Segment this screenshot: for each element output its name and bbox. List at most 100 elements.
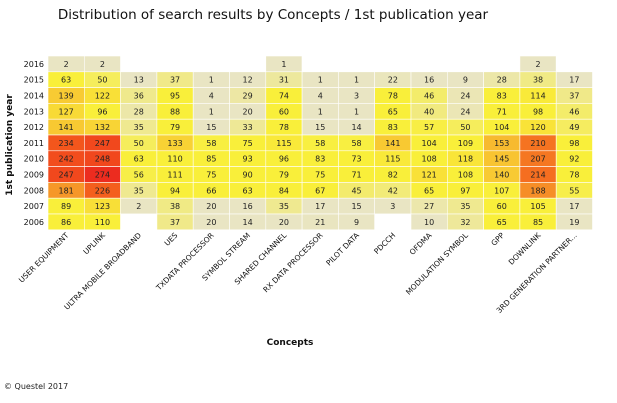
cell-value: 20 — [243, 107, 253, 116]
cell-value: 105 — [530, 202, 545, 211]
cell-value: 16 — [243, 202, 253, 211]
cell-value: 50 — [97, 76, 107, 85]
cell-value: 96 — [279, 155, 289, 164]
cell-value: 127 — [59, 107, 74, 116]
cell-value: 104 — [494, 123, 509, 132]
heatmap-cell — [483, 55, 521, 73]
cell-value: 98 — [533, 107, 543, 116]
cell-value: 37 — [569, 92, 579, 101]
cell-value: 2 — [100, 60, 105, 69]
cell-value: 35 — [134, 186, 144, 195]
cell-value: 63 — [243, 186, 253, 195]
heatmap-cell — [192, 55, 230, 73]
cell-value: 141 — [59, 123, 74, 132]
cell-value: 108 — [458, 171, 473, 180]
cell-value: 109 — [458, 139, 473, 148]
cell-value: 114 — [530, 92, 545, 101]
heatmap-cell — [120, 213, 158, 231]
cell-value: 120 — [530, 123, 545, 132]
cell-value: 19 — [569, 218, 579, 227]
cell-value: 22 — [388, 76, 398, 85]
cell-value: 188 — [530, 186, 545, 195]
cell-value: 45 — [351, 186, 361, 195]
cell-value: 247 — [95, 139, 110, 148]
x-axis-label: Concepts — [267, 338, 314, 348]
cell-value: 104 — [422, 139, 437, 148]
cell-value: 122 — [95, 92, 110, 101]
cell-value: 89 — [61, 202, 71, 211]
cell-value: 84 — [279, 186, 289, 195]
cell-value: 57 — [424, 123, 434, 132]
cell-value: 2 — [136, 202, 141, 211]
cell-value: 79 — [170, 123, 180, 132]
cell-value: 65 — [497, 218, 507, 227]
heatmap-cell — [229, 55, 267, 73]
column-label: RX DATA PROCESSOR — [261, 231, 324, 294]
column-label: OFDMA — [408, 230, 434, 256]
row-label: 2009 — [24, 171, 44, 180]
cell-value: 75 — [315, 171, 325, 180]
cell-value: 95 — [170, 92, 180, 101]
column-label: MODULATION SYMBOL — [404, 230, 470, 296]
cell-value: 10 — [424, 218, 434, 227]
cell-value: 123 — [95, 202, 110, 211]
cell-value: 90 — [243, 171, 253, 180]
cell-value: 58 — [351, 139, 361, 148]
cell-value: 35 — [279, 202, 289, 211]
cell-value: 210 — [530, 139, 545, 148]
chart-title: Distribution of search results by Concep… — [58, 7, 489, 23]
cell-value: 111 — [167, 171, 182, 180]
heatmap-cell — [446, 55, 484, 73]
cell-value: 94 — [170, 186, 180, 195]
cell-value: 96 — [97, 107, 107, 116]
cell-value: 1 — [209, 76, 214, 85]
cell-value: 108 — [422, 155, 437, 164]
cell-value: 1 — [209, 107, 214, 116]
heatmap-cell — [301, 55, 339, 73]
row-label: 2008 — [24, 186, 44, 195]
heatmap-cell — [156, 55, 194, 73]
cell-value: 75 — [243, 139, 253, 148]
cell-value: 24 — [460, 92, 470, 101]
cell-value: 65 — [388, 107, 398, 116]
cell-value: 17 — [315, 202, 325, 211]
cell-value: 79 — [279, 171, 289, 180]
cell-value: 97 — [460, 186, 470, 195]
cell-value: 1 — [354, 76, 359, 85]
cell-value: 28 — [134, 107, 144, 116]
row-label: 2016 — [24, 60, 44, 69]
column-label: 3RD GENERATION PARTNER... — [495, 231, 579, 315]
cell-value: 78 — [279, 123, 289, 132]
cell-value: 63 — [134, 155, 144, 164]
cell-value: 40 — [424, 107, 434, 116]
cell-value: 38 — [170, 202, 180, 211]
cell-value: 14 — [243, 218, 253, 227]
cell-value: 20 — [206, 218, 216, 227]
cell-value: 66 — [206, 186, 216, 195]
cell-value: 181 — [59, 186, 74, 195]
cell-value: 15 — [351, 202, 361, 211]
heatmap-cell — [555, 213, 593, 231]
cell-value: 60 — [497, 202, 507, 211]
cell-value: 74 — [279, 92, 289, 101]
cell-value: 4 — [209, 92, 214, 101]
cell-value: 20 — [206, 202, 216, 211]
cell-value: 1 — [281, 60, 286, 69]
cell-value: 9 — [354, 218, 359, 227]
cell-value: 82 — [388, 171, 398, 180]
cell-value: 17 — [569, 202, 579, 211]
cell-value: 115 — [385, 155, 400, 164]
cell-value: 36 — [134, 92, 144, 101]
heatmap-cell — [374, 213, 412, 231]
cell-value: 110 — [95, 218, 110, 227]
row-label: 2012 — [24, 123, 44, 132]
cell-value: 33 — [243, 123, 253, 132]
cell-value: 12 — [243, 76, 253, 85]
cell-value: 242 — [59, 155, 74, 164]
cell-value: 145 — [494, 155, 509, 164]
cell-value: 14 — [351, 123, 361, 132]
column-label: UPLINK — [81, 230, 107, 256]
column-label: UES — [162, 231, 179, 248]
